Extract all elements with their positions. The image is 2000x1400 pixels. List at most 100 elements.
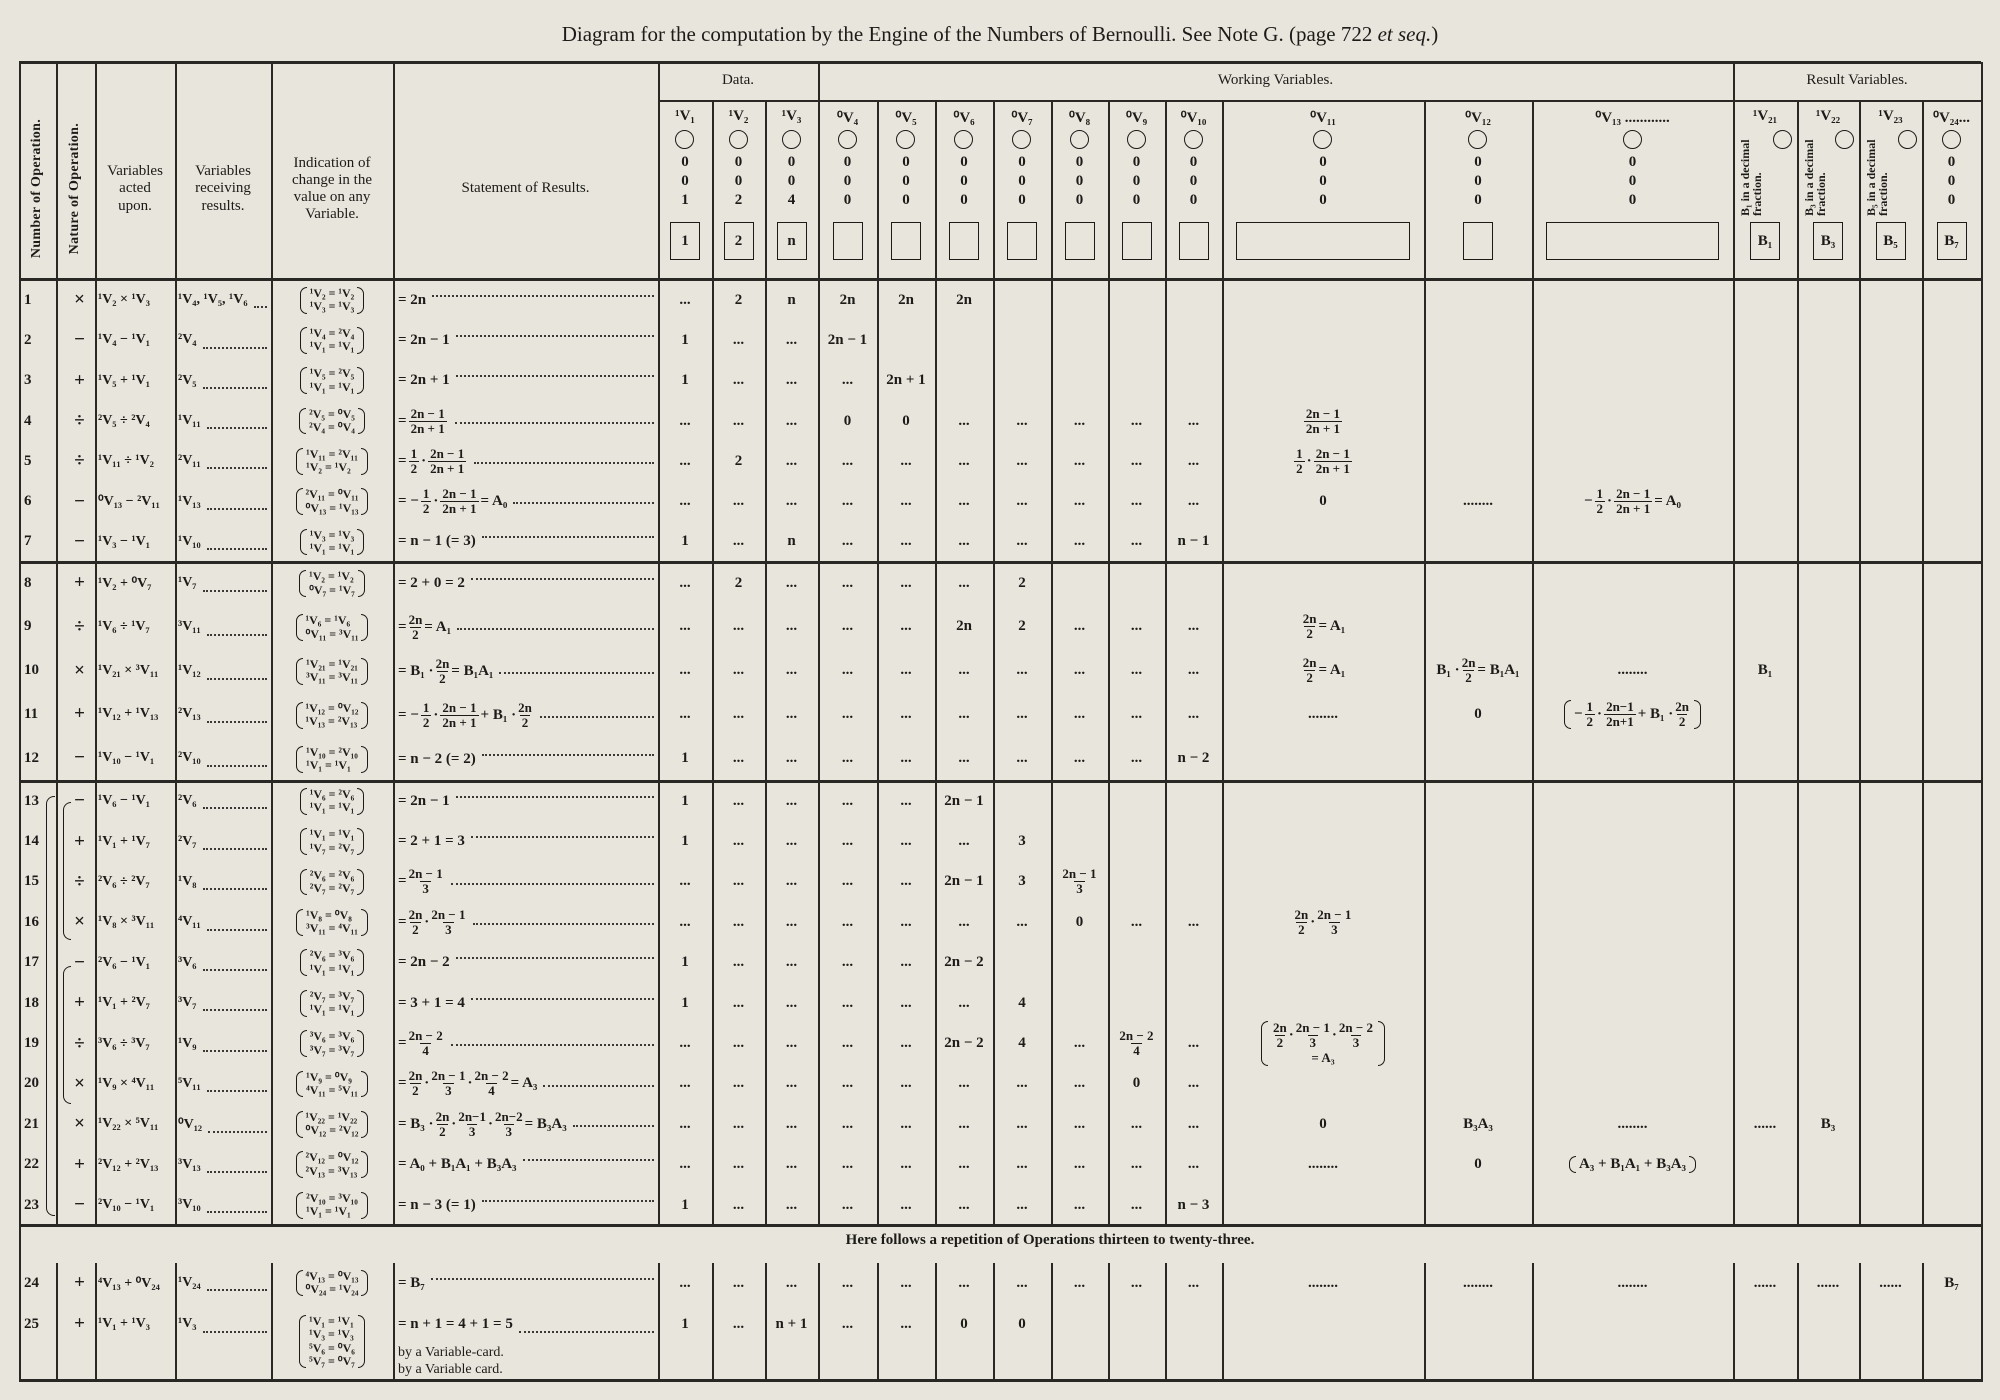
denominator: 2 [408,460,420,476]
variable-value: ... [1187,1035,1200,1052]
variable-value: ... [732,662,745,679]
variable-column-circle [1773,130,1792,149]
result-expression: = 2 + 1 = 3 [398,833,465,850]
variable-card [891,222,921,260]
variable-digit: 0 [1474,154,1482,170]
math-text: = [398,913,407,930]
numerator: 2n [435,655,450,671]
statement-of-results: = B₃ · 2n 2 · 2n−1 3 · 2n−2 3 = B₃A₃ [393,1104,658,1144]
variable-value: ... [1016,1196,1028,1213]
variables-receiving: ³V₇ [175,983,271,1023]
group-separator-rule [19,780,1981,783]
column-rule [393,62,395,1225]
change-line: ¹V₁ = ¹V₁ [306,1204,351,1219]
dotted-leader [470,836,654,839]
right-brace [357,407,365,435]
fraction: 2n 2 [1675,699,1689,729]
denominator: 3 [1307,1035,1319,1051]
fraction: 2n − 1 2n + 1 [1614,487,1653,516]
math-text: · [1331,1027,1337,1044]
change-line: ¹V₁ = ¹V₁ [306,758,351,773]
variables-receiving: ¹V₄, ¹V₅, ¹V₆ [175,280,271,320]
variable-value: ... [841,493,854,510]
operation-number: 16 [24,913,39,930]
variable-digit: 0 [843,192,852,208]
change-brace: ¹V₉ = ⁰V₉ ⁴V₁₁ = ⁵V₁₁ [296,1070,368,1098]
variable-value: ... [1016,533,1028,550]
variable-value: ... [785,994,798,1011]
variable-column-circle [1313,130,1332,149]
variable-value: A₃ + B₁A₁ + B₃A₃ [1532,1145,1733,1185]
left-brace [299,828,307,856]
statement-of-results: = 2n + 1 [393,361,658,401]
column-rule [271,1263,273,1380]
operation-nature: − [74,490,85,512]
variable-value: ... [958,574,970,591]
change-brace: ²V₆ = ³V₆ ¹V₁ = ¹V₁ [299,948,365,977]
variable-value: ... [1187,913,1200,930]
right-brace [357,989,365,1017]
dotted-leader [202,1009,267,1012]
variable-column-circle [1898,130,1917,149]
variable-value: ... [958,833,970,850]
column-rule [935,100,937,1225]
variable-value: 1 [681,833,689,850]
statement-of-results: = 2n 2 = A₁ [393,606,658,650]
statement-of-results: = n − 2 (= 2) [393,737,658,781]
variable-value: ... [958,1274,970,1291]
denominator: 2 [420,714,432,730]
variable-value: ... [732,749,745,766]
change-line: ¹V₂ = ¹V₂ [309,569,354,584]
variable-value: ... [1073,618,1086,635]
variables-receiving: ³V₁₁ [175,606,271,648]
variable-value: ........ [1308,705,1338,722]
group-separator-rule [19,1224,1981,1227]
dotted-leader [202,968,267,971]
change-line: ¹V₁₀ = ²V₁₀ [306,744,358,759]
variables-receiving: ³V₁₀ [175,1185,271,1225]
change-line: ¹V₅ = ²V₅ [309,366,355,381]
dotted-leader [208,1130,267,1133]
variable-value: B₃ [1820,1115,1836,1132]
numerator: 2n − 1 [442,486,477,502]
variable-column-circle [837,130,857,149]
change-line: ⁵V₇ = ⁰V₇ [309,1353,355,1368]
operation-number: 19 [24,1035,39,1052]
variable-value: ... [841,1274,854,1291]
left-brace [295,1110,303,1138]
header-statement-of-results: Statement of Results. [461,180,590,197]
variable-value: 4 [1018,994,1026,1011]
variable-value: ... [841,533,854,550]
math-text: = A₁ [1318,662,1346,679]
operation-nature: × [74,659,85,681]
variable-label: ¹V₂ [728,108,749,124]
variable-label: ¹V₂₁ [1752,108,1778,124]
variable-card [832,222,863,260]
operation-nature: + [74,830,85,852]
variable-value: ... [732,705,745,722]
variable-value: ... [958,533,970,550]
variable-value: ... [900,705,912,722]
variable-value: ... [1016,705,1028,722]
variable-value: ... [785,913,798,930]
left-brace [296,908,304,936]
variable-value: ... [958,1115,970,1132]
right-brace [360,908,368,936]
left-brace [1563,699,1571,729]
variable-value: ... [732,1196,745,1213]
variable-value: ... [900,1075,912,1092]
result-expression: = 2n 2 = A₁ [398,613,451,642]
variable-digit: 0 [1474,192,1482,208]
math-text: · [1310,913,1316,930]
variable-value: ... [900,493,912,510]
variable-value: ... [900,452,912,469]
variable-value: ... [900,662,912,679]
variables-acted-upon: ²V₆ ÷ ²V₇ [98,873,150,889]
variables-acted-upon: ¹V₁₁ ÷ ¹V₂ [98,453,154,469]
